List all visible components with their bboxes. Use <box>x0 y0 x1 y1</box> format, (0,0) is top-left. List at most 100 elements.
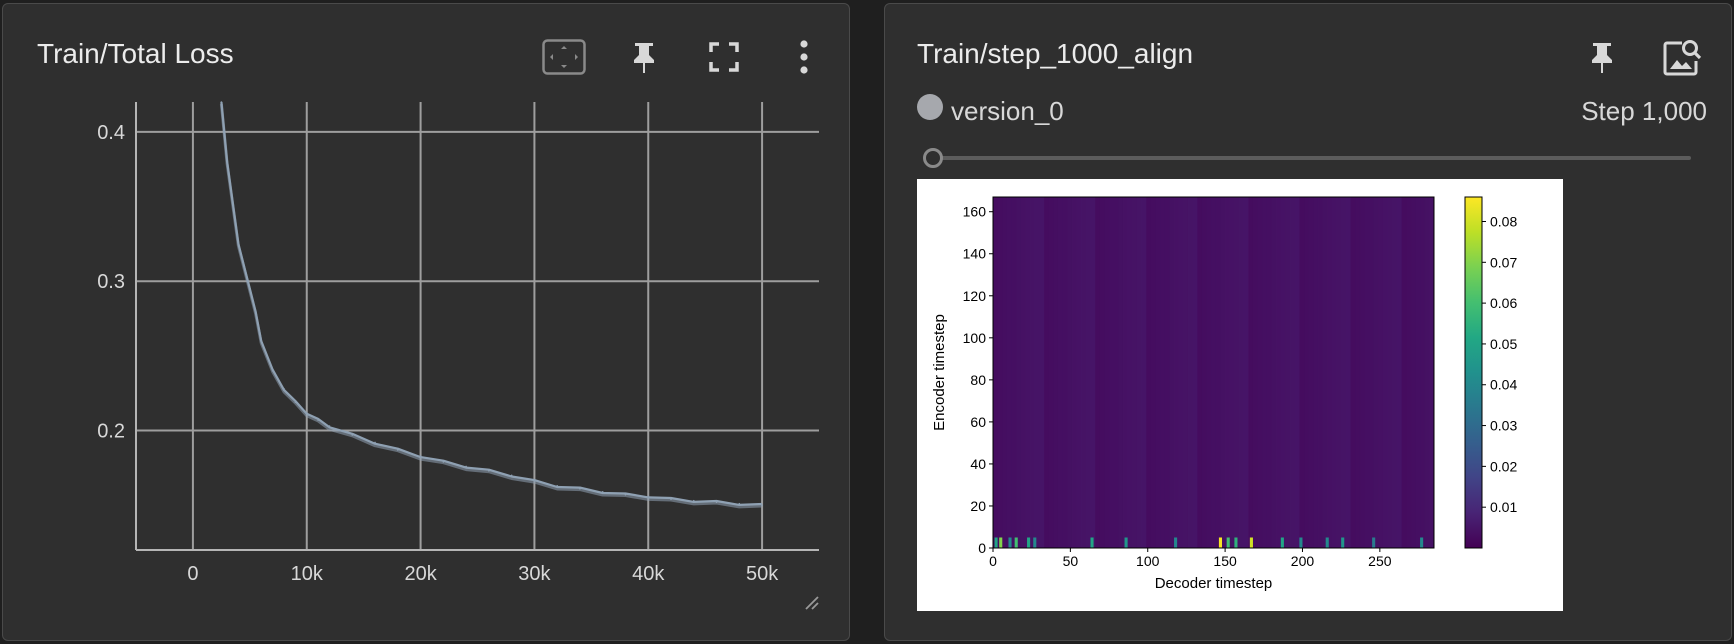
heatmap-column <box>1016 197 1022 548</box>
heatmap-frame <box>992 196 1435 549</box>
heatmap-column <box>1095 197 1101 548</box>
heatmap-column <box>1234 197 1240 548</box>
loss-data-point <box>715 501 718 504</box>
more-options-button[interactable] <box>781 34 827 80</box>
heatmap-column <box>1057 197 1063 548</box>
heatmap-column <box>1146 197 1152 548</box>
x-tick-label: 50k <box>746 563 779 585</box>
heatmap-column <box>1002 197 1008 548</box>
heatmap-column <box>1011 197 1017 548</box>
heatmap-high-cell <box>1372 537 1376 548</box>
heatmap-column <box>1285 197 1291 548</box>
loss-line-chart[interactable]: 0 10k 20k 30k 40k 50k 0.2 0.3 0.4 <box>3 4 849 604</box>
loss-data-point <box>601 490 604 493</box>
heatmap-column <box>1044 197 1050 548</box>
loss-data-point <box>294 401 297 403</box>
heatmap-x-tick-label: 250 <box>1368 553 1392 569</box>
heatmap-column <box>1262 197 1268 548</box>
loss-data-point <box>692 499 695 502</box>
image-search-button[interactable] <box>1659 34 1705 80</box>
colorbar-tick-label: 0.08 <box>1490 213 1517 229</box>
loss-data-point <box>220 101 223 103</box>
colorbar-tick-label: 0.02 <box>1490 458 1517 474</box>
heatmap-column <box>1396 197 1402 548</box>
heatmap-x-tick-label: 0 <box>989 553 997 569</box>
step-slider[interactable] <box>923 146 1691 170</box>
heatmap-column <box>1076 197 1082 548</box>
heatmap-column <box>1271 197 1277 548</box>
loss-data-point <box>260 340 263 342</box>
resize-handle-icon[interactable] <box>803 594 819 610</box>
heatmap-column <box>1401 197 1407 548</box>
loss-data-point <box>556 484 558 487</box>
heatmap-column <box>1048 197 1054 548</box>
loss-data-point <box>271 370 274 372</box>
heatmap-column <box>1201 197 1207 548</box>
heatmap-y-tick-label: 140 <box>963 246 987 262</box>
heatmap-x-tick-label: 200 <box>1291 553 1315 569</box>
heatmap-column <box>1160 197 1166 548</box>
pin-button[interactable] <box>1579 34 1625 80</box>
heatmap-y-tick-label: 100 <box>963 330 987 346</box>
heatmap-column <box>1327 197 1333 548</box>
heatmap-column <box>1406 197 1412 548</box>
heatmap-x-tick-label: 50 <box>1063 553 1079 569</box>
heatmap-column <box>1373 197 1379 548</box>
fit-domain-button[interactable] <box>541 34 587 80</box>
heatmap-column <box>1341 197 1347 548</box>
heatmap-high-cell <box>1226 537 1230 548</box>
heatmap-column <box>1183 197 1189 548</box>
heatmap-column <box>1308 197 1314 548</box>
heatmap-column <box>1071 197 1077 548</box>
run-name: version_0 <box>951 96 1064 126</box>
x-tick-label: 30k <box>518 563 551 585</box>
loss-data-point <box>305 411 308 414</box>
fullscreen-button[interactable] <box>701 34 747 80</box>
loss-data-point <box>226 160 228 163</box>
heatmap-column <box>1025 197 1031 548</box>
loss-data-point <box>738 502 741 505</box>
heatmap-column <box>1122 197 1128 548</box>
heatmap-column <box>1085 197 1091 548</box>
heatmap-column <box>1164 197 1170 548</box>
heatmap-column <box>1192 197 1198 548</box>
heatmap-column <box>1113 197 1119 548</box>
loss-data-point <box>419 455 422 457</box>
slider-thumb[interactable] <box>923 148 943 168</box>
heatmap-column <box>1081 197 1087 548</box>
alignment-heatmap: 0 50 100 150 200 250 0 20 40 60 80 100 120 140 160 Deco… <box>931 196 1517 592</box>
heatmap-column <box>1248 197 1254 548</box>
heatmap-column <box>1136 197 1142 548</box>
loss-data-point <box>624 493 627 496</box>
card-title: Train/Total Loss <box>37 38 234 69</box>
heatmap-high-cell <box>1325 537 1329 548</box>
image-card-step-align: Train/step_1000_align version_0 Step 1,0… <box>884 3 1732 641</box>
more-vert-icon <box>800 40 808 74</box>
colorbar-tick-label: 0.05 <box>1490 336 1517 352</box>
heatmap-column <box>1317 197 1323 548</box>
heatmap-column <box>1392 197 1398 548</box>
heatmap-column <box>1155 197 1161 548</box>
heatmap-column <box>1150 197 1156 548</box>
pin-button[interactable] <box>621 34 667 80</box>
loss-series-line <box>220 101 763 506</box>
slider-track[interactable] <box>937 156 1691 160</box>
loss-data-point <box>237 243 240 245</box>
heatmap-column <box>1299 197 1305 548</box>
heatmap-column <box>1178 197 1184 548</box>
heatmap-column <box>1322 197 1328 548</box>
heatmap-column <box>1378 197 1384 548</box>
heatmap-column <box>1266 197 1272 548</box>
loss-data-point <box>761 504 763 507</box>
loss-data-point <box>374 441 376 444</box>
loss-data-point <box>317 419 319 421</box>
loss-data-point <box>510 474 513 477</box>
heatmap-column <box>1257 197 1263 548</box>
heatmap-column <box>1290 197 1296 548</box>
heatmap-high-cell <box>1014 537 1018 548</box>
colorbar-tick-label: 0.07 <box>1490 254 1517 270</box>
heatmap-column <box>1313 197 1319 548</box>
heatmap-column <box>1039 197 1045 548</box>
pin-icon <box>1592 43 1612 73</box>
heatmap-column <box>1034 197 1040 548</box>
